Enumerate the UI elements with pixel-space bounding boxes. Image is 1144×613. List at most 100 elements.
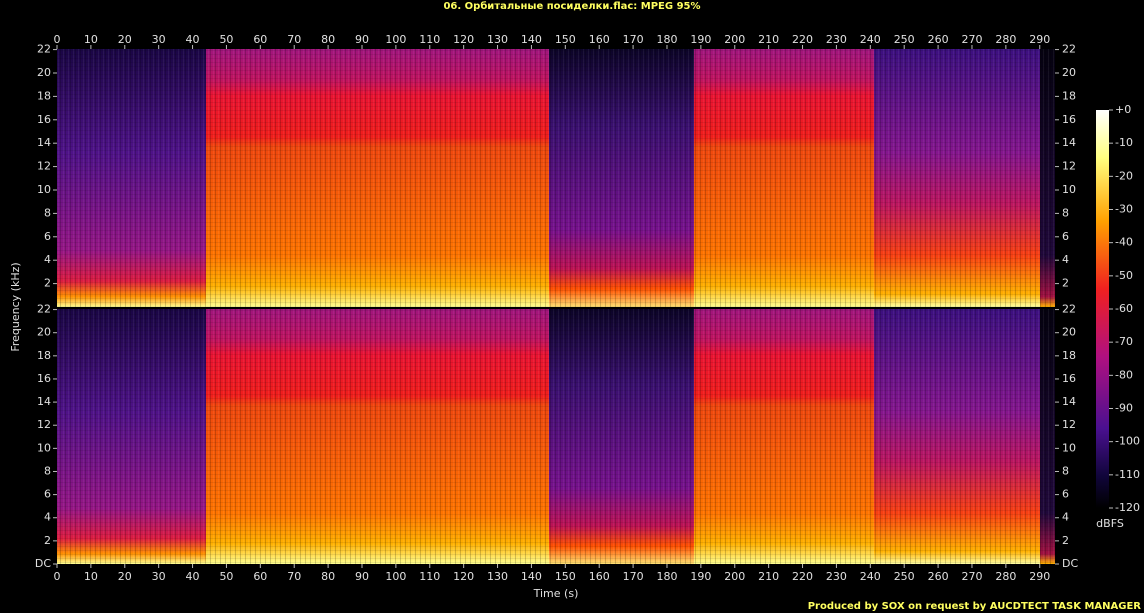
x-tick-label: 10: [84, 33, 98, 46]
x-tick-label: 160: [589, 33, 610, 46]
y-tick-label: 10: [37, 183, 51, 196]
y-tick-label: 4: [44, 511, 51, 524]
spectrogram-panels: [57, 49, 1055, 564]
colorbar-tick-label: -50: [1115, 269, 1133, 282]
x-tick-label: 90: [355, 570, 369, 583]
x-tick-label: 280: [995, 33, 1016, 46]
y-tick-label: 8: [1062, 206, 1069, 219]
y-tick-label: 2: [1062, 534, 1069, 547]
x-tick-label: 120: [453, 570, 474, 583]
colorbar-tick-label: -120: [1115, 501, 1140, 514]
y-tick-label: 14: [37, 136, 51, 149]
colorbar-tick-label: +0: [1115, 103, 1131, 116]
x-tick-label: 70: [287, 33, 301, 46]
x-tick-label: 230: [826, 570, 847, 583]
y-tick-label: 20: [37, 326, 51, 339]
y-tick-label: 12: [1062, 160, 1076, 173]
x-tick-label: 230: [826, 33, 847, 46]
spectrogram-texture: [57, 49, 1055, 307]
y-tick-label: 6: [1062, 230, 1069, 243]
colorbar: [1096, 110, 1109, 508]
x-tick-label: 170: [623, 33, 644, 46]
x-tick-label: 60: [253, 570, 267, 583]
spectrogram-panel: [57, 309, 1055, 564]
x-tick-label: 200: [724, 33, 745, 46]
y-tick-label: 16: [1062, 372, 1076, 385]
y-tick-label: 12: [37, 418, 51, 431]
x-tick-label: 130: [487, 33, 508, 46]
colorbar-tick-label: -90: [1115, 402, 1133, 415]
y-tick-label: 16: [37, 113, 51, 126]
y-tick-label: 12: [1062, 418, 1076, 431]
y-tick-label: 22: [37, 303, 51, 316]
x-tick-label: 40: [186, 570, 200, 583]
y-tick-label: 8: [44, 464, 51, 477]
colorbar-tick-label: -60: [1115, 302, 1133, 315]
x-tick-label: 240: [860, 33, 881, 46]
x-tick-label: 110: [419, 33, 440, 46]
y-tick-label: DC: [35, 557, 51, 570]
x-tick-label: 90: [355, 33, 369, 46]
x-tick-label: 20: [118, 570, 132, 583]
x-tick-label: 260: [928, 570, 949, 583]
y-tick-label: 18: [1062, 349, 1076, 362]
x-tick-label: 150: [555, 33, 576, 46]
y-tick-label: DC: [1062, 557, 1078, 570]
y-tick-label: 2: [1062, 277, 1069, 290]
y-tick-label: 8: [44, 206, 51, 219]
y-tick-label: 12: [37, 160, 51, 173]
y-tick-label: 2: [44, 534, 51, 547]
x-tick-label: 70: [287, 570, 301, 583]
x-tick-label: 30: [152, 33, 166, 46]
x-tick-label: 290: [1029, 33, 1050, 46]
x-tick-label: 100: [385, 570, 406, 583]
colorbar-tick-label: -70: [1115, 335, 1133, 348]
x-tick-label: 40: [186, 33, 200, 46]
colorbar-tick-label: -20: [1115, 169, 1133, 182]
y-tick-label: 6: [44, 230, 51, 243]
colorbar-tick-label: -80: [1115, 368, 1133, 381]
colorbar-tick-label: -40: [1115, 236, 1133, 249]
y-tick-label: 22: [37, 43, 51, 56]
x-tick-label: 210: [758, 570, 779, 583]
x-tick-label: 0: [54, 570, 61, 583]
y-tick-label: 10: [1062, 441, 1076, 454]
x-tick-label: 250: [894, 570, 915, 583]
x-tick-label: 210: [758, 33, 779, 46]
y-tick-label: 18: [37, 349, 51, 362]
x-tick-label: 100: [385, 33, 406, 46]
x-tick-label: 220: [792, 33, 813, 46]
x-tick-label: 200: [724, 570, 745, 583]
y-tick-label: 4: [1062, 511, 1069, 524]
x-tick-label: 80: [321, 33, 335, 46]
x-tick-label: 20: [118, 33, 132, 46]
x-tick-label: 260: [928, 33, 949, 46]
y-tick-label: 14: [1062, 395, 1076, 408]
x-tick-label: 30: [152, 570, 166, 583]
y-tick-label: 18: [37, 89, 51, 102]
y-tick-label: 22: [1062, 303, 1076, 316]
x-tick-label: 50: [219, 570, 233, 583]
y-tick-label: 22: [1062, 43, 1076, 56]
x-tick-label: 270: [961, 33, 982, 46]
x-tick-label: 220: [792, 570, 813, 583]
y-tick-label: 20: [37, 66, 51, 79]
spectrogram-texture: [57, 309, 1055, 564]
x-tick-label: 130: [487, 570, 508, 583]
y-tick-label: 16: [1062, 113, 1076, 126]
y-tick-label: 2: [44, 277, 51, 290]
x-tick-label: 190: [690, 33, 711, 46]
x-tick-label: 80: [321, 570, 335, 583]
colorbar-tick-label: -100: [1115, 435, 1140, 448]
colorbar-tick-label: -110: [1115, 468, 1140, 481]
y-tick-label: 4: [44, 253, 51, 266]
x-tick-label: 190: [690, 570, 711, 583]
y-tick-label: 14: [1062, 136, 1076, 149]
x-tick-label: 60: [253, 33, 267, 46]
y-tick-label: 18: [1062, 89, 1076, 102]
colorbar-label: dBFS: [1096, 517, 1124, 530]
x-tick-label: 50: [219, 33, 233, 46]
y-tick-label: 10: [1062, 183, 1076, 196]
x-tick-label: 240: [860, 570, 881, 583]
